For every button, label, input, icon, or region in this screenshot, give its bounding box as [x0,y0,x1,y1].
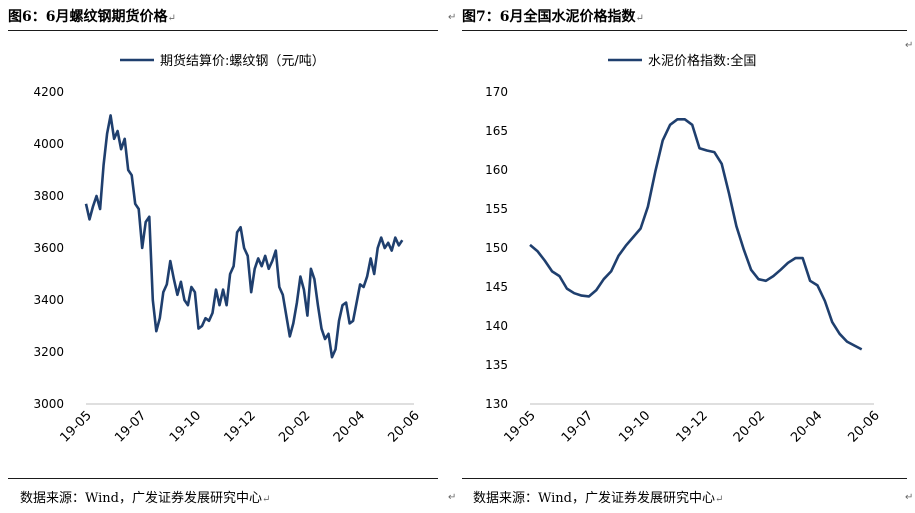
y-tick-label: 130 [485,397,508,411]
series-line [84,114,404,359]
para-mark: ↵ [905,40,914,51]
y-tick-label: 3800 [33,189,64,203]
y-tick-label: 145 [485,280,508,294]
legend-label: 水泥价格指数:全国 [648,53,756,69]
y-tick-label: 150 [485,241,508,255]
y-tick-label: 140 [485,319,508,333]
x-tick-label: 19-05 [502,408,539,445]
y-tick-label: 3600 [33,241,64,255]
x-tick-label: 19-05 [58,408,95,445]
y-tick-label: 170 [485,85,508,99]
y-tick-label: 155 [485,202,508,216]
left-source-note: 数据来源：Wind，广发证券发展研究中心↵ [20,491,271,506]
y-tick-label: 3200 [33,345,64,359]
y-tick-label: 165 [485,124,508,138]
para-mark: ↵ [448,492,457,503]
right-title-rule [462,30,907,31]
x-tick-label: 19-07 [112,408,149,445]
para-mark: ↵ [905,492,914,503]
y-tick-label: 4000 [33,137,64,151]
left-source-rule [8,478,438,479]
y-tick-label: 4200 [33,85,64,99]
right-figure-title: 图7：6月全国水泥价格指数↵ [462,9,644,25]
steel-futures-chart: 期货结算价:螺纹钢（元/吨） 3000 3200 3400 3600 3800 4000 42… [33,53,423,446]
x-tick-label: 20-02 [731,408,768,445]
para-mark: ↵ [448,12,457,23]
cement-index-chart: 水泥价格指数:全国 130 135 140 145 150 155 160 165 170 19-0… [485,53,883,446]
x-tick-label: 20-04 [331,408,368,445]
x-tick-label: 19-12 [674,408,711,445]
x-tick-label: 20-06 [386,408,423,445]
left-figure-title: 图6：6月螺纹钢期货价格↵ [8,9,176,25]
series-line [529,118,863,351]
x-tick-label: 20-06 [846,408,883,445]
legend-label: 期货结算价:螺纹钢（元/吨） [160,53,325,69]
x-tick-label: 19-10 [167,408,204,445]
y-tick-label: 3000 [33,397,64,411]
x-tick-label: 20-04 [788,408,825,445]
left-title-rule [8,30,438,31]
x-tick-label: 19-07 [559,408,596,445]
right-source-rule [462,478,907,479]
right-source-note: 数据来源：Wind，广发证券发展研究中心↵ [473,491,724,506]
x-tick-label: 19-10 [616,408,653,445]
x-tick-label: 19-12 [222,408,259,445]
y-tick-label: 3400 [33,293,64,307]
y-tick-label: 160 [485,163,508,177]
y-tick-label: 135 [485,358,508,372]
x-tick-label: 20-02 [276,408,313,445]
